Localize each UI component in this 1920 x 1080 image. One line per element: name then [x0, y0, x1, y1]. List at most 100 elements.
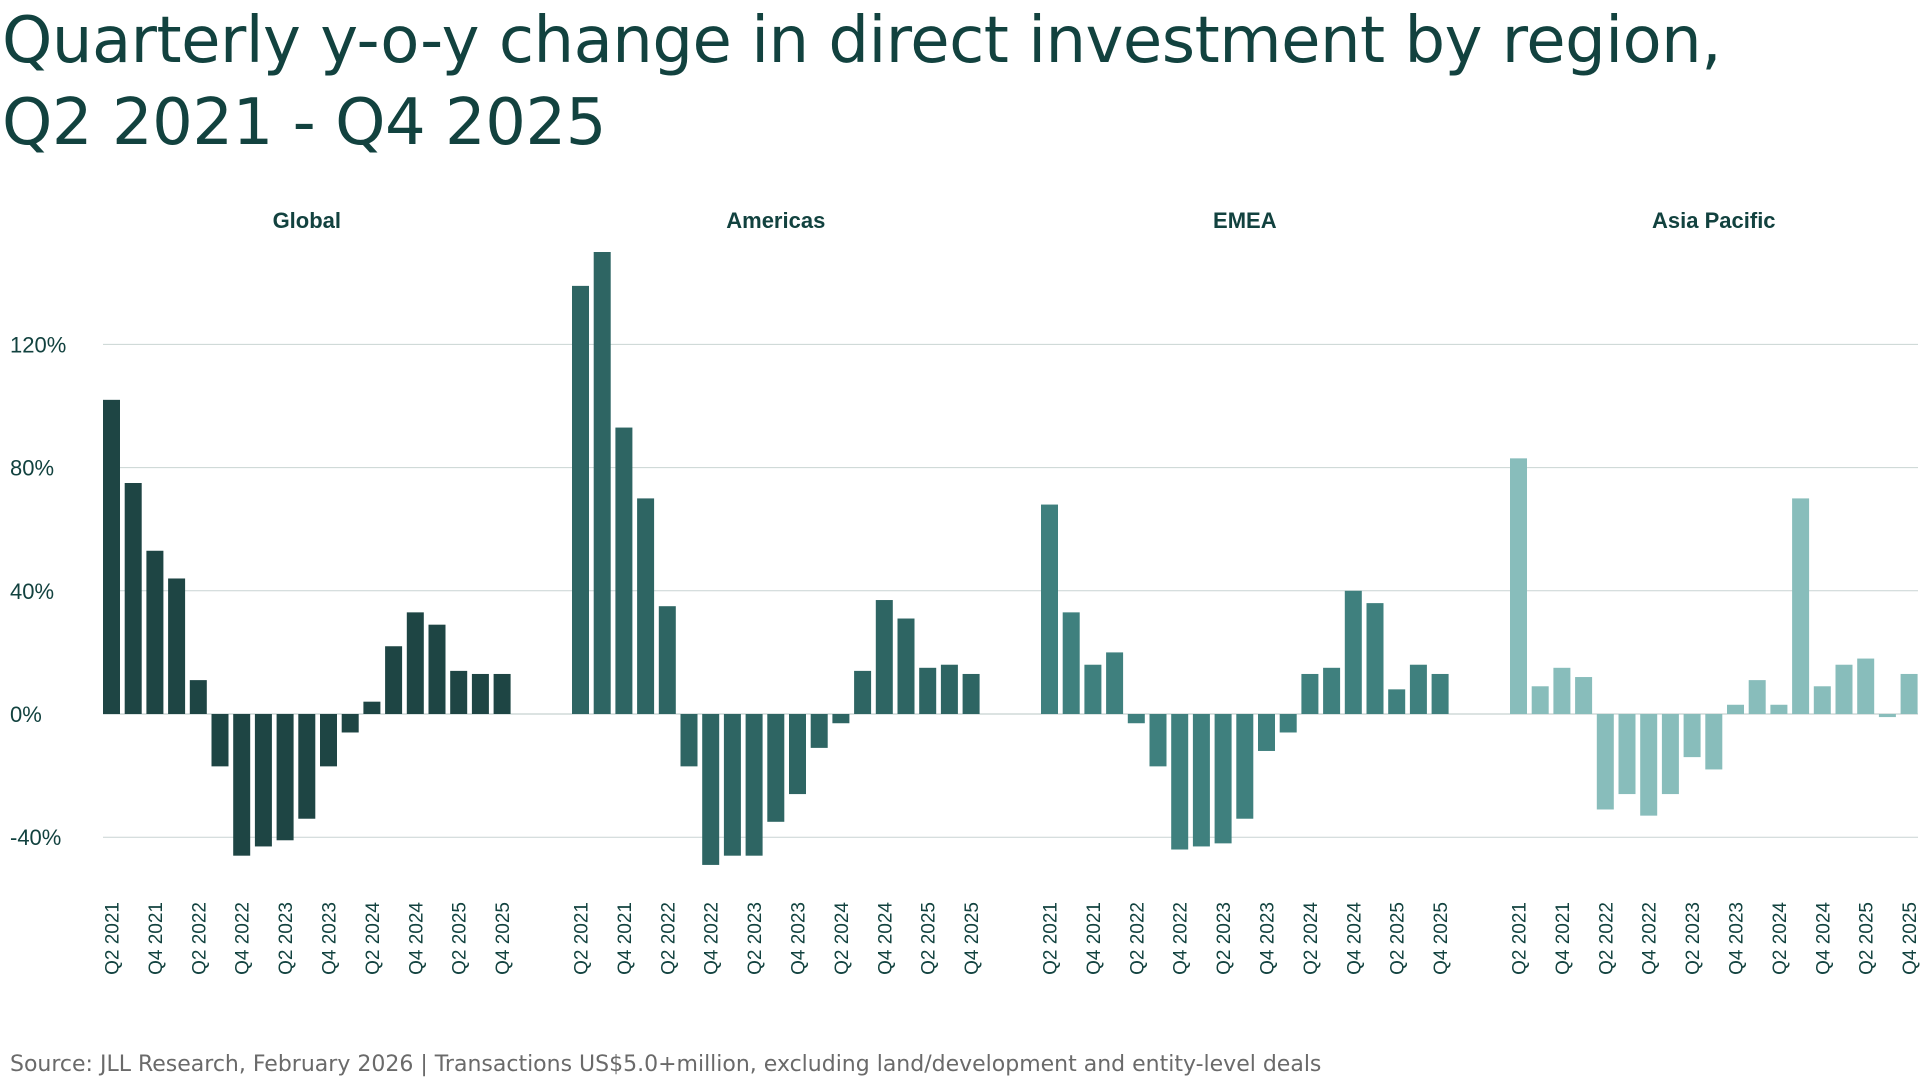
y-tick-label: 120% — [10, 332, 66, 357]
x-tick-label: Q2 2021 — [1041, 902, 1062, 975]
bar — [254, 714, 272, 847]
bar — [1388, 689, 1406, 714]
x-tick-label: Q2 2025 — [450, 902, 471, 975]
bar — [1279, 714, 1297, 733]
bar — [471, 673, 489, 714]
x-tick-label: Q2 2024 — [1770, 902, 1791, 975]
bar — [406, 612, 424, 714]
bar — [103, 399, 120, 714]
bar — [723, 714, 741, 856]
panel-emea: EMEA Q2 2021 Q4 2021 Q2 2022 Q4 2022 Q2 2023 Q… — [1041, 208, 1453, 975]
bar-chart: -40% 0% 40% 80% 120% Global Q2 2021 Q4 2021 Q2 … — [10, 208, 1920, 975]
y-tick-label: 40% — [10, 579, 54, 604]
x-tick-label: Q4 2025 — [493, 902, 514, 975]
x-tick-label: Q4 2021 — [1553, 902, 1574, 975]
bar — [168, 578, 186, 714]
x-tick-label: Q4 2022 — [233, 902, 254, 975]
chart-title-line-2: Q2 2021 - Q4 2025 — [2, 86, 606, 160]
bar — [1553, 667, 1571, 714]
bar — [1661, 714, 1679, 795]
x-tick-label: Q2 2024 — [1301, 902, 1322, 975]
bar — [1084, 664, 1102, 714]
x-tick-label: Q2 2021 — [1510, 902, 1531, 975]
x-tick-label: Q2 2022 — [189, 902, 210, 975]
bar — [1705, 714, 1723, 770]
x-tick-label: Q2 2023 — [1683, 902, 1704, 975]
y-axis-ticks: -40% 0% 40% 80% 120% — [10, 332, 66, 850]
bar — [1575, 677, 1593, 714]
bar — [572, 285, 589, 714]
bar — [211, 714, 229, 767]
bar — [593, 252, 611, 714]
x-tick-label: Q4 2022 — [702, 902, 723, 975]
x-tick-label: Q2 2024 — [832, 902, 853, 975]
bar — [1770, 704, 1788, 714]
bar — [680, 714, 698, 767]
bar — [320, 714, 337, 767]
x-tick-label: Q2 2022 — [1127, 902, 1148, 975]
panel-title: Asia Pacific — [1652, 208, 1776, 233]
bar — [1596, 714, 1614, 810]
source-note: Source: JLL Research, February 2026 | Tr… — [10, 1052, 1322, 1077]
bar — [1192, 714, 1210, 847]
x-tick-label: Q4 2023 — [320, 902, 341, 975]
bar — [1171, 714, 1189, 850]
x-tick-label: Q2 2025 — [1857, 902, 1878, 975]
bar — [1878, 714, 1896, 718]
bar — [702, 714, 720, 865]
x-tick-label: Q4 2025 — [962, 902, 983, 975]
bar — [1127, 714, 1145, 724]
bar — [298, 714, 316, 819]
bar — [789, 714, 806, 795]
bar — [962, 673, 980, 714]
bar — [1323, 667, 1341, 714]
bar — [1258, 714, 1275, 751]
bar — [940, 664, 958, 714]
x-tick-label: Q2 2021 — [572, 902, 593, 975]
bar — [341, 714, 359, 733]
bar — [146, 550, 164, 714]
bar — [1900, 673, 1918, 714]
x-tick-label: Q2 2021 — [103, 902, 124, 975]
panel-global: Global Q2 2021 Q4 2021 Q2 2022 Q4 2022 Q2 202… — [103, 208, 515, 975]
bar — [428, 624, 446, 714]
y-tick-label: 0% — [10, 702, 42, 727]
x-tick-label: Q4 2025 — [1900, 902, 1920, 975]
chart-title: Quarterly y-o-y change in direct investm… — [2, 0, 1902, 164]
x-tick-label: Q4 2024 — [406, 902, 427, 975]
x-tick-label: Q4 2023 — [1258, 902, 1279, 975]
x-tick-label: Q4 2022 — [1171, 902, 1192, 975]
x-tick-label: Q4 2025 — [1431, 902, 1452, 975]
bar — [493, 673, 511, 714]
bar — [615, 427, 633, 714]
bar — [637, 498, 655, 714]
bar — [832, 714, 850, 724]
y-tick-label: -40% — [10, 825, 61, 850]
x-tick-label: Q2 2022 — [1596, 902, 1617, 975]
bar — [189, 680, 207, 714]
bar — [1531, 686, 1549, 714]
panel-title: EMEA — [1213, 208, 1277, 233]
x-tick-label: Q4 2024 — [1344, 902, 1365, 975]
x-tick-label: Q4 2024 — [875, 902, 896, 975]
x-tick-label: Q2 2025 — [919, 902, 940, 975]
x-tick-label: Q2 2022 — [658, 902, 679, 975]
chart-title-line-1: Quarterly y-o-y change in direct investm… — [2, 4, 1722, 78]
bar — [1106, 652, 1124, 714]
x-tick-label: Q2 2023 — [276, 902, 297, 975]
bar — [1236, 714, 1254, 819]
x-tick-label: Q2 2023 — [745, 902, 766, 975]
bar — [897, 618, 915, 714]
x-tick-label: Q2 2025 — [1388, 902, 1409, 975]
x-tick-label: Q2 2023 — [1214, 902, 1235, 975]
x-tick-label: Q2 2024 — [363, 902, 384, 975]
x-tick-label: Q4 2021 — [615, 902, 636, 975]
bar — [1727, 704, 1744, 714]
panel-title: Global — [273, 208, 341, 233]
bar — [276, 714, 294, 841]
bar — [658, 606, 676, 714]
bar — [1301, 673, 1319, 714]
bar — [1748, 680, 1766, 714]
bar — [919, 667, 937, 714]
bar — [363, 701, 381, 714]
